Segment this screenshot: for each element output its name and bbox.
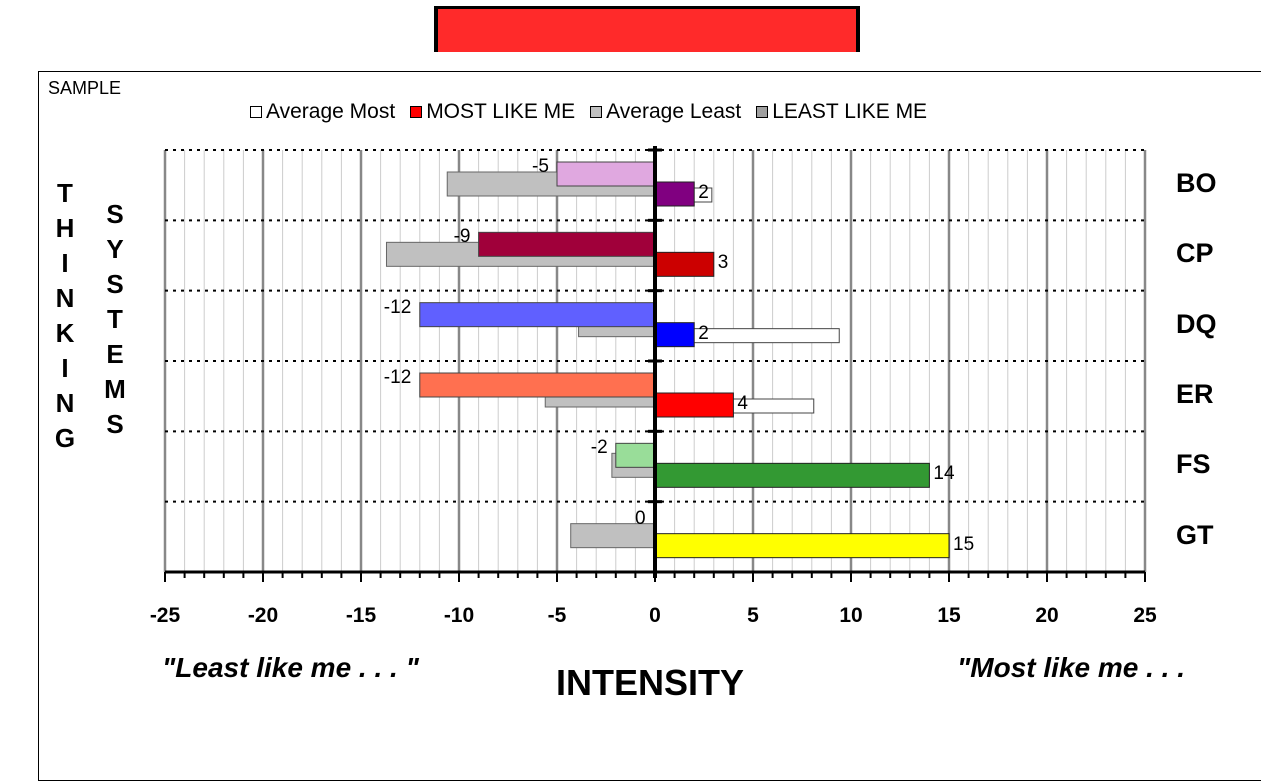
legend-item-average-most: Average Most [250,100,395,124]
systems-letter: S [106,269,124,299]
category-label: BO [1176,168,1217,198]
data-label-most: 15 [953,533,975,555]
systems-letter: T [107,304,123,334]
legend-label-most-like-me: MOST LIKE ME [426,100,576,123]
legend-item-most-like-me: MOST LIKE ME [410,100,575,124]
data-label-most: 2 [698,322,709,344]
category-label: CP [1176,238,1214,269]
thinking-letter: T [57,178,73,208]
thinking-letter: I [61,248,69,278]
x-tick-label: -15 [345,604,377,627]
thinking-letter: K [55,318,75,348]
least-like-me-caption: "Least like me . . . " [162,652,419,683]
title-banner [434,6,860,52]
x-tick-label: 5 [747,604,759,627]
bar-most-like-me [654,533,950,559]
thinking-letter: N [55,388,75,418]
bar-most-like-me [654,322,695,348]
thinking-letter: I [61,353,69,383]
bar-least-like-me [419,302,656,328]
x-tick-label: 10 [839,604,863,627]
legend-swatch-most-like-me [410,106,423,118]
legend-swatch-average-least [590,106,603,118]
systems-letter: S [106,409,124,439]
x-tick-label: 25 [1133,604,1157,627]
category-label: DQ [1176,308,1217,339]
data-label-most: 2 [698,182,709,203]
systems-letter: M [104,374,126,404]
x-tick-label: -25 [149,604,181,627]
thinking-letter: N [55,283,75,313]
category-label: ER [1176,379,1214,409]
x-tick-label: -20 [247,604,279,627]
bar-most-like-me [654,462,930,488]
most-like-me-caption: "Most like me . . . [957,652,1186,683]
systems-letter: E [106,339,124,369]
bar-least-like-me [478,231,656,257]
data-label-most: 4 [737,393,748,414]
systems-letter: Y [106,234,124,264]
bar-least-like-me [615,442,656,468]
category-label: GT [1176,519,1214,550]
x-axis-label: INTENSITY [556,662,745,703]
data-label-least: -2 [590,437,608,459]
legend-label-average-least: Average Least [606,100,742,123]
x-tick-label: 0 [649,604,661,627]
legend-label-least-like-me: LEAST LIKE ME [772,100,928,123]
data-label-most: 14 [933,463,955,485]
x-tick-label: -5 [547,604,567,627]
x-tick-label: 20 [1035,604,1059,627]
legend-swatch-least-like-me [756,106,769,118]
sample-label: SAMPLE [48,78,122,98]
data-label-least: -9 [453,226,471,248]
legend-label-average-most: Average Most [266,100,396,123]
bar-average-least [570,523,656,549]
legend-swatch-average-most [250,106,262,118]
category-label: FS [1176,449,1211,480]
bar-most-like-me [654,392,734,418]
data-label-most: 3 [717,252,729,274]
legend: Average Most MOST LIKE ME Average Least … [250,97,942,127]
thinking-letter: H [55,213,75,243]
x-tick-label: -10 [443,604,475,627]
x-tick-label: 15 [937,604,961,627]
systems-letter: S [106,199,124,229]
thinking-letter: G [54,423,76,453]
bar-least-like-me [419,372,656,398]
bar-most-like-me [654,251,715,277]
data-label-least: -12 [383,367,412,388]
data-label-least: 0 [635,507,646,529]
bar-least-like-me [556,161,656,187]
legend-item-average-least: Average Least [590,100,741,124]
legend-item-least-like-me: LEAST LIKE ME [756,100,927,124]
data-label-least: -12 [383,296,412,318]
data-label-least: -5 [532,156,549,177]
bar-most-like-me [654,181,695,207]
